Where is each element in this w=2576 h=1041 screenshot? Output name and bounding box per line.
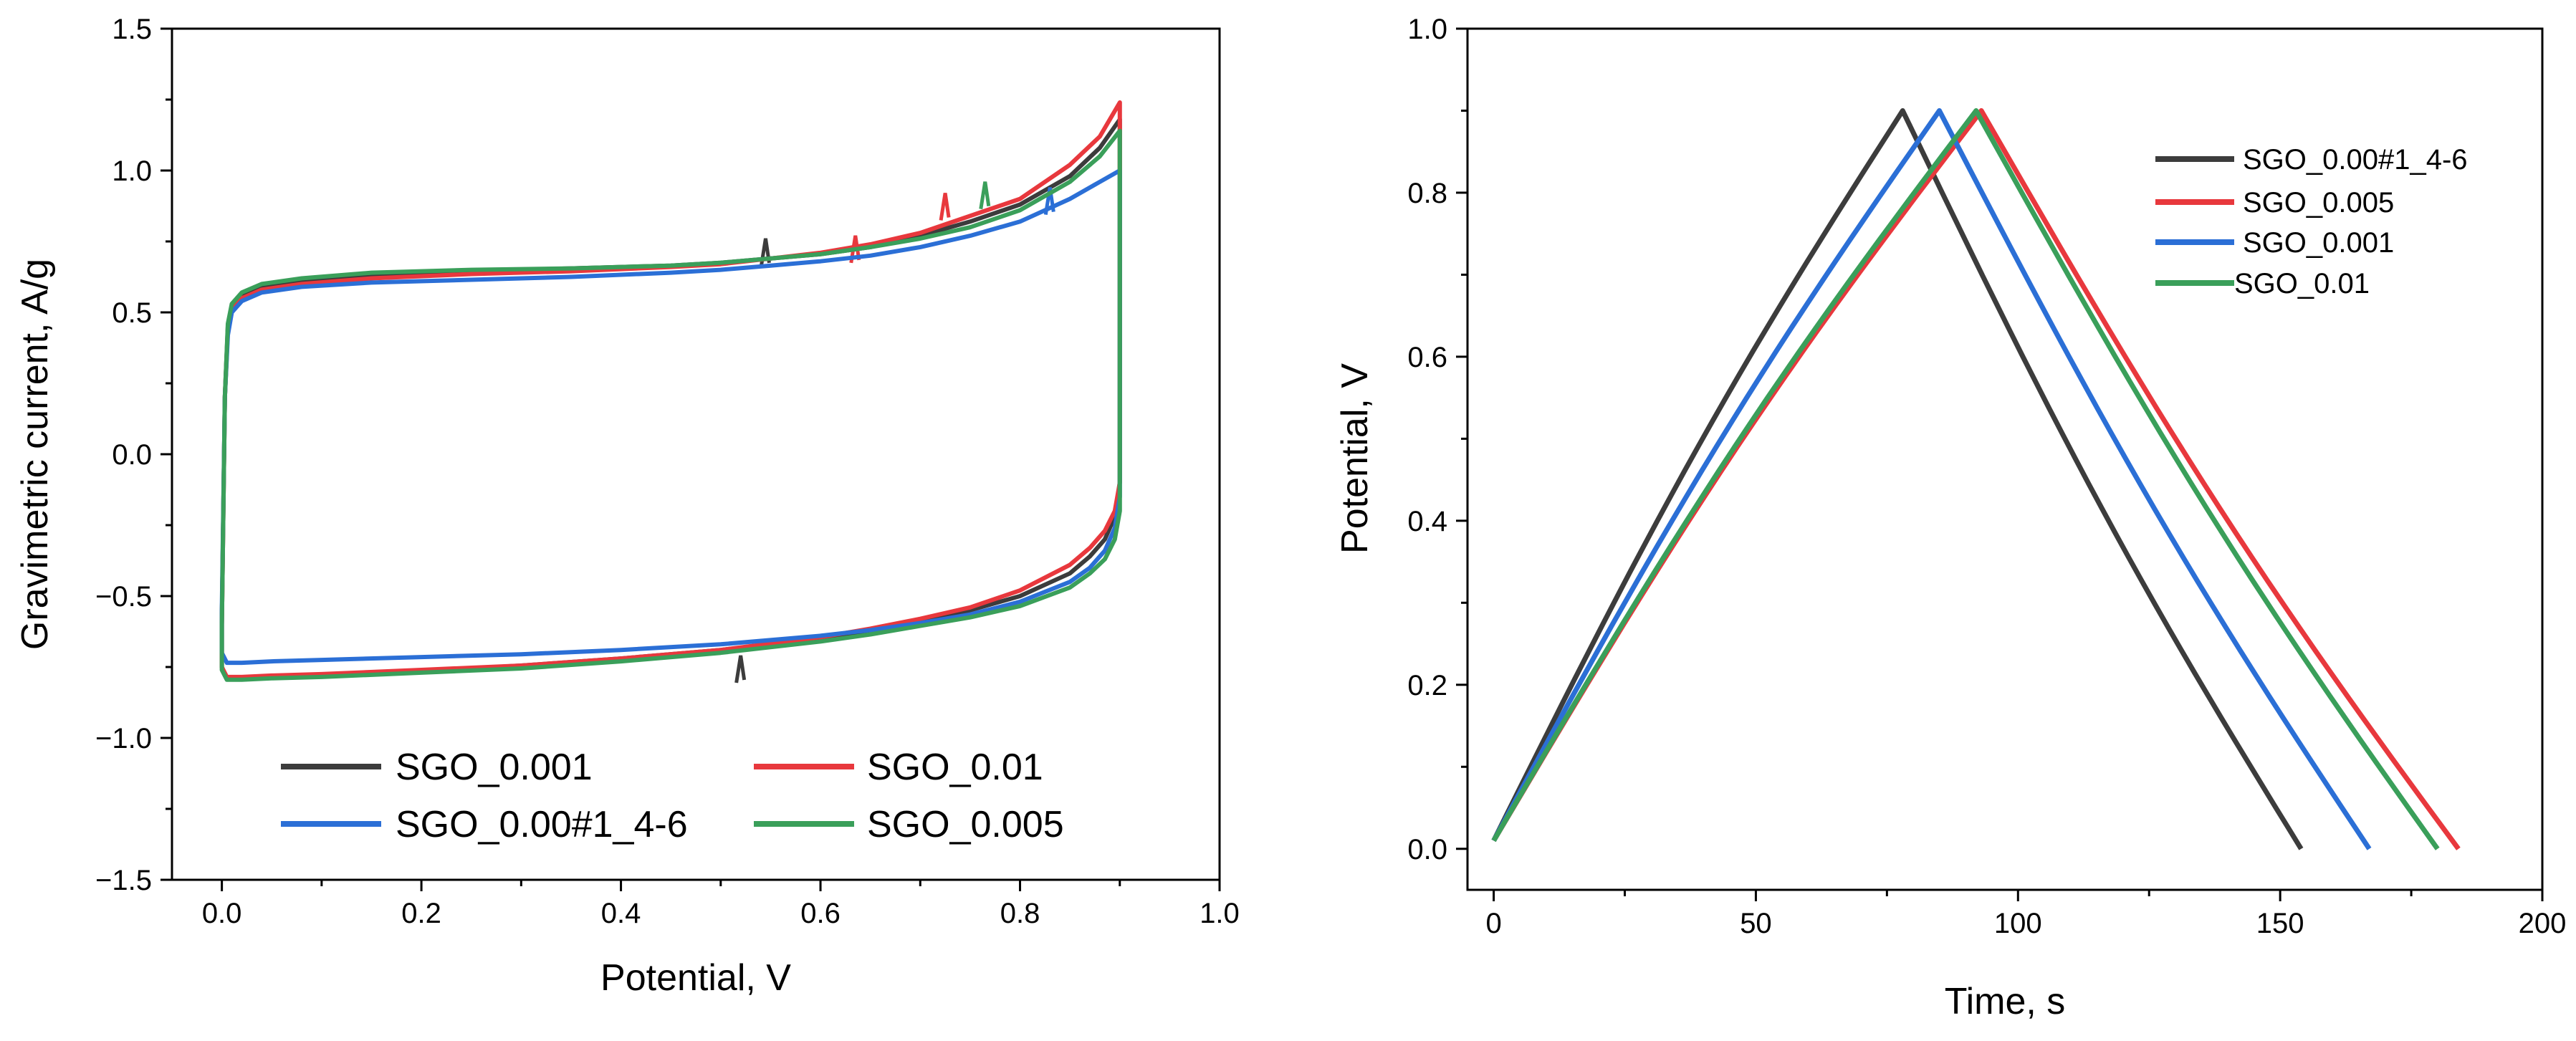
gcd-y-ticks: 0.0 0.2 0.4 0.6 0.8 1.0 [1407,14,1467,865]
legend-label-sgo-0-00-1-4-6: SGO_0.00#1_4-6 [396,804,688,845]
gcd-series-sgo-0-005 [1491,108,2461,850]
cv-y-tick-label: 0.5 [112,297,152,329]
cv-y-tick-label: −0.5 [95,581,152,613]
gcd-series-sgo-0-01 [1491,108,2440,850]
legend-label-sgo-0-001: SGO_0.001 [2243,227,2394,259]
cv-curves [219,100,1122,683]
legend-label-sgo-0-005: SGO_0.005 [2243,187,2394,219]
legend-label-sgo-0-001: SGO_0.001 [396,747,593,788]
gcd-x-tick-label: 200 [2519,908,2567,939]
gcd-x-tick-label: 150 [2256,908,2304,939]
cv-x-tick-label: 0.2 [401,898,441,929]
gcd-plot-frame [1466,27,2544,891]
cv-x-ticks: 0.0 0.2 0.4 0.6 0.8 1.0 [202,880,1240,929]
cv-y-ticks: −1.5 −1.0 −0.5 0.0 0.5 1.0 1.5 [95,14,172,896]
cv-x-tick-label: 0.6 [800,898,841,929]
gcd-x-tick-label: 0 [1485,908,1501,939]
gcd-chart: 0 50 100 150 200 0.00.20.40.60.81.0 Time, s … [1334,14,2566,1022]
gcd-x-tick-label: 100 [1994,908,2042,939]
legend-label-sgo-0-01: SGO_0.01 [2234,268,2370,299]
cv-spike-sgo-0-01 [939,193,951,221]
cv-spike-sgo-0-001 [760,238,771,267]
gcd-legend: SGO_0.00#1_4-6 SGO_0.005 SGO_0.001 SGO_0… [2155,144,2468,299]
cv-chart: 0.0 0.2 0.4 0.6 0.8 1.0 −1.5 −1.0 −0.5 0.0 0.5 1.0… [14,14,1240,999]
legend-label-sgo-0-00-1-4-6: SGO_0.00#1_4-6 [2243,144,2468,176]
cv-y-tick-label: 1.0 [112,155,152,187]
legend-label-sgo-0-01: SGO_0.01 [867,747,1043,788]
gcd-series-sgo-0-001 [1491,108,2372,850]
cv-y-tick-label: 0.0 [112,439,152,471]
gcd-y-tick-label: 0.4 [1407,506,1447,537]
cv-spike-sgo-0-005 [979,181,991,210]
cv-y-tick-label: −1.0 [95,723,152,754]
gcd-x-tick-label: 50 [1740,908,1772,939]
gcd-y-tick-label: 0.2 [1407,670,1447,701]
legend-label-sgo-0-005: SGO_0.005 [867,804,1064,845]
cv-series-sgo-0-00-1-4-6 [219,168,1122,666]
cv-x-axis-title: Potential, V [600,957,791,999]
gcd-curves [1491,108,2461,850]
gcd-y-tick-label: 0.0 [1407,834,1447,865]
gcd-x-axis-title: Time, s [1945,981,2066,1022]
cv-spike-sgo-0-001 [734,655,747,683]
cv-spike-sgo-0-00-1-4-6 [1043,187,1055,215]
gcd-x-ticks: 0 50 100 150 200 [1485,890,2566,939]
gcd-y-tick-label: 0.6 [1407,342,1447,373]
cv-y-axis-title: Gravimetric current, A/g [14,259,56,650]
gcd-y-axis-title: Potential, V [1334,363,1376,554]
cv-legend: SGO_0.001 SGO_0.01 SGO_0.00#1_4-6 SGO_0.… [281,747,1064,845]
cv-x-tick-label: 1.0 [1200,898,1240,929]
cv-x-tick-label: 0.8 [1000,898,1040,929]
gcd-series-sgo-0-00-1-4-6 [1491,108,2304,850]
cv-series-sgo-0-001 [219,117,1122,681]
cv-y-tick-label: −1.5 [95,865,152,896]
cv-x-tick-label: 0.4 [601,898,641,929]
gcd-y-tick-label: 1.0 [1407,14,1447,45]
cv-series-sgo-0-005 [219,128,1122,682]
cv-plot-frame [171,27,1221,881]
cv-x-tick-label: 0.0 [202,898,242,929]
cv-y-tick-label: 1.5 [112,14,152,45]
gcd-y-tick-label: 0.8 [1407,178,1447,209]
cv-spike-sgo-0-01 [849,235,861,264]
